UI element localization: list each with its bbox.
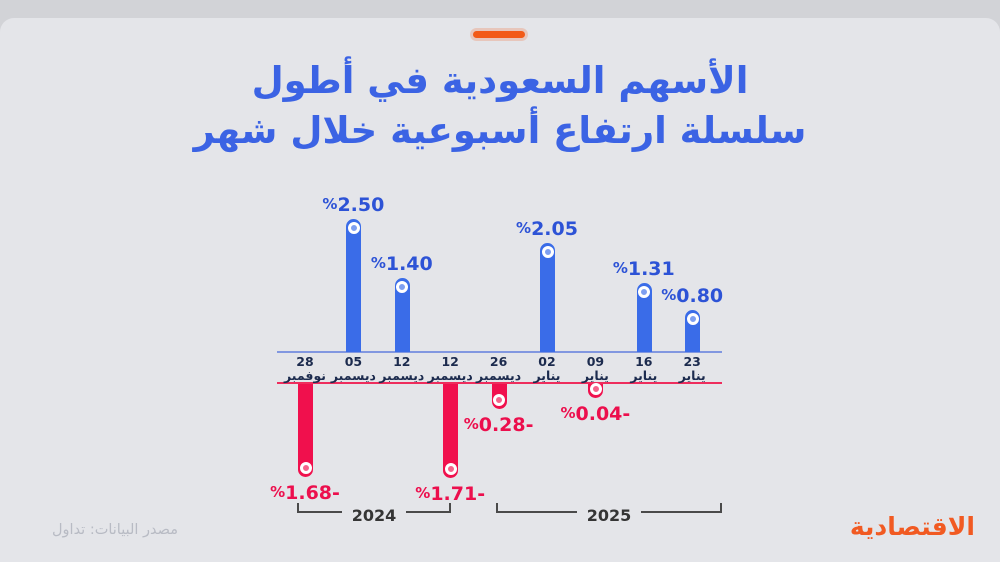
bar-value-label: %2.50 [322,194,385,216]
axis-date-label: 05 ديسمبر [321,355,385,383]
percent-sign: % [463,415,479,433]
axis-date-day: 02 [538,354,556,369]
bracket-right-line [641,503,722,513]
axis-date-month: نوفمبر [284,368,326,383]
chart-title-line1: الأسهم السعودية في أطول [251,59,749,102]
percent-sign: % [560,404,576,422]
bar-value-label: %0.80 [661,285,724,307]
bar-endpoint-dot-icon [589,383,602,395]
axis-date-day: 12 [393,354,411,369]
axis-date-month: ديسمبر [427,368,473,383]
accent-dash [473,31,525,38]
bar-value-label: %1.68- [270,482,340,504]
publisher-logo: الاقتصادية [849,512,975,541]
percent-sign: % [516,219,532,237]
axis-date-day: 09 [586,354,605,369]
chart-bar-negative [588,383,604,398]
chart-bar-negative [298,384,313,477]
bar-value-label: %2.05 [516,218,578,240]
axis-date-label: 12 ديسمبر [370,355,434,383]
percent-sign: % [322,195,338,213]
axis-date-month: ديسمبر [379,368,425,383]
percent-sign: % [270,483,286,501]
axis-date-label: 26 ديسمبر [467,355,531,383]
year-bracket-2025: 2025 [496,503,722,524]
bracket-right-line [406,503,451,513]
chart-bar-positive [346,219,362,352]
percent-sign: % [370,254,386,272]
bar-value-label: %1.31 [612,258,675,280]
bar-endpoint-dot-icon [299,462,312,474]
bar-endpoint-dot-icon [444,463,457,475]
axis-line-negative [277,382,722,384]
axis-date-day: 26 [489,354,508,369]
axis-date-month: يناير [630,368,658,383]
axis-date-month: ديسمبر [476,368,522,383]
axis-date-label: 28 نوفمبر [273,355,337,383]
chart-bar-positive [540,243,555,352]
content-card [0,18,1000,562]
bar-endpoint-dot-icon [396,281,409,293]
axis-date-day: 16 [635,354,653,369]
axis-date-month: يناير [533,368,561,383]
axis-date-day: 23 [683,354,701,369]
year-label: 2025 [586,506,632,525]
axis-date-label: 23 يناير [660,355,724,383]
axis-date-label: 09 يناير [563,355,627,383]
bar-endpoint-dot-icon [541,246,554,258]
axis-date-day: 05 [344,354,363,369]
axis-date-day: 12 [441,354,459,369]
bar-endpoint-dot-icon [638,286,651,298]
year-label: 2024 [351,506,397,525]
chart-bar-positive [636,283,652,352]
chart-bar-negative [443,384,459,478]
bar-endpoint-dot-icon [493,394,506,406]
chart-title: الأسهم السعودية في أطول سلسلة ارتفاع أسب… [150,56,850,155]
percent-sign: % [612,259,628,277]
chart-bar-positive [394,278,410,352]
axis-date-label: 16 يناير [612,355,676,383]
bar-value-label: %0.04- [560,403,631,425]
chart-bar-positive [685,310,701,352]
axis-date-label: 12 ديسمبر [418,355,482,383]
bracket-left-line [297,503,342,513]
bar-value-label: %0.28- [463,414,534,436]
bracket-left-line [496,503,577,513]
axis-date-month: يناير [581,368,609,383]
year-bracket-2024: 2024 [297,503,451,524]
data-source-note: مصدر البيانات: تداول [52,522,178,538]
axis-date-month: يناير [678,368,706,383]
axis-date-month: ديسمبر [330,368,376,383]
chart-bar-negative [491,384,507,409]
chart-title-line2: سلسلة ارتفاع أسبوعية خلال شهر [193,108,807,152]
bar-value-label: %1.71- [415,483,486,505]
bar-endpoint-dot-icon [347,222,360,234]
axis-date-day: 28 [296,354,314,369]
axis-date-label: 02 يناير [515,355,579,383]
axis-line-positive [277,351,722,353]
percent-sign: % [661,286,677,304]
bar-value-label: %1.40 [370,253,433,275]
percent-sign: % [415,484,431,502]
bar-endpoint-dot-icon [686,313,699,325]
